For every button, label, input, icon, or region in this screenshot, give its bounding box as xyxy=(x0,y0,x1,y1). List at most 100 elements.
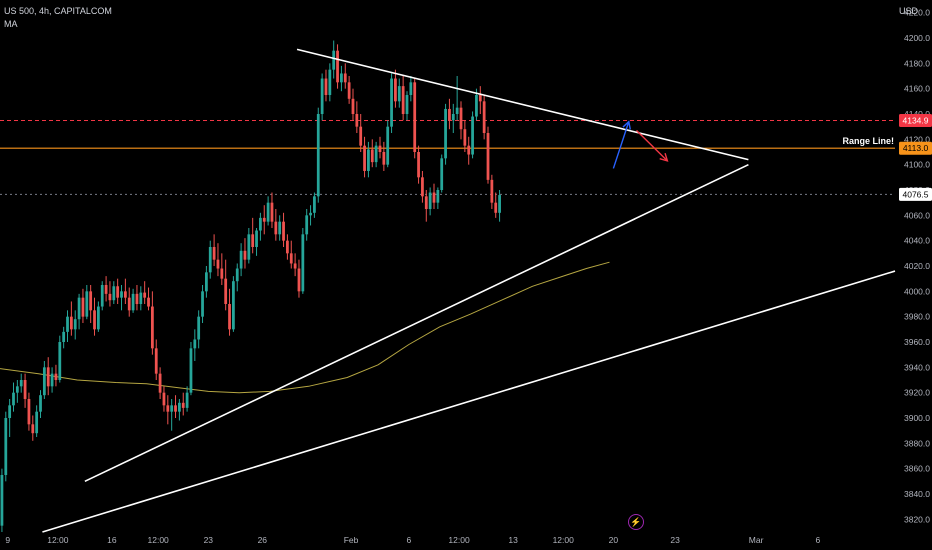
candle-body xyxy=(15,386,19,393)
candle-body xyxy=(266,202,270,222)
candle xyxy=(347,76,351,104)
candle-body xyxy=(93,310,96,330)
candle xyxy=(73,310,77,340)
chart-legend: US 500, 4h, CAPITALCOM MA xyxy=(4,5,112,31)
candle-body xyxy=(463,129,467,146)
candle-body xyxy=(100,285,104,307)
candle xyxy=(432,183,436,209)
y-tick-label: 4060.0 xyxy=(904,210,930,220)
candle-body xyxy=(158,373,162,393)
candle xyxy=(243,238,247,269)
x-tick-label: 6 xyxy=(815,535,820,545)
lightning-icon[interactable]: ⚡ xyxy=(628,514,644,530)
candle xyxy=(278,215,282,241)
candle xyxy=(12,382,15,412)
candle xyxy=(336,44,339,89)
candle xyxy=(332,40,336,79)
candle xyxy=(235,263,239,292)
candle-body xyxy=(486,133,490,180)
candle-body xyxy=(85,291,89,317)
candle-body xyxy=(174,405,177,412)
y-tick-label: 3900.0 xyxy=(904,413,930,423)
candle xyxy=(8,399,12,437)
candle-body xyxy=(475,95,478,117)
candle-body xyxy=(255,230,258,247)
candle xyxy=(23,373,27,408)
candle-body xyxy=(421,177,424,197)
candle xyxy=(262,205,266,235)
candle xyxy=(490,174,494,209)
price-tag-box xyxy=(899,187,932,201)
candle xyxy=(343,63,347,89)
candle xyxy=(378,136,382,159)
candle-body xyxy=(228,304,231,330)
y-tick-label: 4120.0 xyxy=(904,134,930,144)
price-tag-resistance: 4134.9 xyxy=(899,113,932,127)
candle-body xyxy=(4,418,8,475)
candle xyxy=(401,76,405,121)
candle xyxy=(42,361,46,399)
candle-body xyxy=(239,250,243,269)
candle xyxy=(390,73,393,133)
arrow-head xyxy=(622,120,631,130)
y-tick-label: 4160.0 xyxy=(904,84,930,94)
candle xyxy=(4,411,8,482)
candle xyxy=(174,395,177,418)
candle-body xyxy=(162,392,166,406)
candle-body xyxy=(320,78,324,114)
candle xyxy=(116,278,120,304)
x-tick-label: Mar xyxy=(749,535,764,545)
candle xyxy=(185,386,189,412)
candle xyxy=(494,192,498,218)
candle xyxy=(405,91,409,121)
price-tag-text: 4134.9 xyxy=(903,115,929,125)
ma-line xyxy=(0,261,610,394)
candle xyxy=(355,101,359,133)
y-tick-label: 3860.0 xyxy=(904,464,930,474)
candle-body xyxy=(181,402,185,408)
candle-body xyxy=(397,86,401,102)
candle xyxy=(139,286,143,311)
trendline-ascending-inner xyxy=(84,163,749,483)
x-tick-label: 16 xyxy=(107,535,117,545)
candle-body xyxy=(478,95,482,102)
candle xyxy=(428,187,432,216)
candle xyxy=(363,136,366,178)
candle xyxy=(135,285,139,311)
candle-body xyxy=(324,78,328,95)
candle-body xyxy=(363,145,366,171)
y-tick-label: 3940.0 xyxy=(904,362,930,372)
candle-body xyxy=(394,78,397,102)
candle xyxy=(19,373,23,393)
candle-body xyxy=(459,107,463,130)
candle xyxy=(424,190,428,222)
candle xyxy=(162,386,166,412)
candle xyxy=(208,240,212,279)
candle xyxy=(409,76,413,102)
candle-body xyxy=(343,73,347,83)
candle xyxy=(394,69,397,108)
candle xyxy=(193,329,197,361)
candle-body xyxy=(166,405,170,412)
candle-body xyxy=(150,306,154,349)
candle-body xyxy=(224,278,228,304)
candle xyxy=(46,357,50,396)
candle xyxy=(170,399,174,431)
candle xyxy=(27,392,31,431)
candle-body xyxy=(432,192,436,203)
candle xyxy=(301,228,305,294)
candle-body xyxy=(286,240,289,254)
candle xyxy=(69,301,73,336)
candle-body xyxy=(424,196,428,209)
candle xyxy=(417,145,420,184)
candle-body xyxy=(143,292,147,298)
candle-body xyxy=(378,145,382,152)
candle xyxy=(66,310,69,342)
candle xyxy=(50,367,54,393)
price-tag-box xyxy=(899,141,932,155)
candle xyxy=(286,234,289,260)
candle xyxy=(471,111,474,159)
candle-body xyxy=(467,145,471,155)
candle xyxy=(255,228,258,256)
